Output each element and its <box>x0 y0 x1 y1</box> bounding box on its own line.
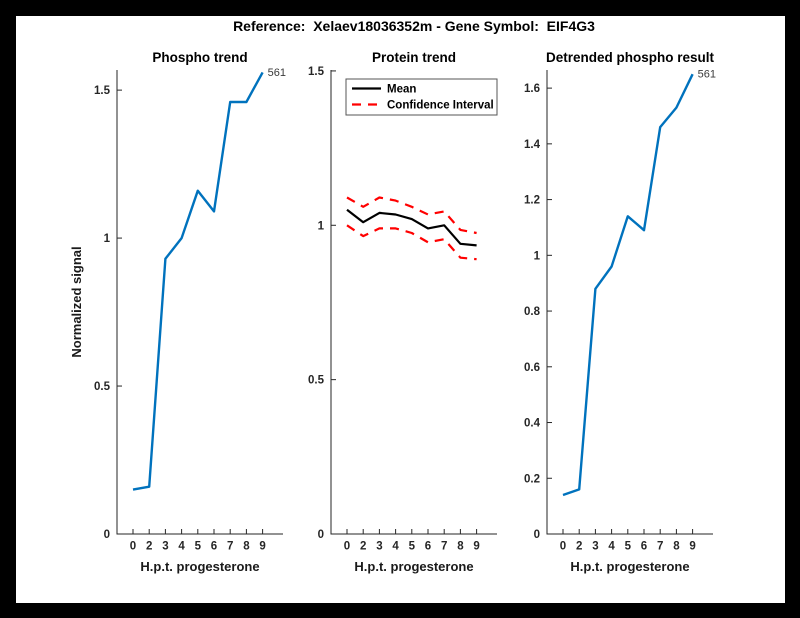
x-tick-label: 9 <box>689 541 695 553</box>
legend-label: Mean <box>387 84 416 96</box>
x-tick-label: 4 <box>392 541 399 553</box>
figure-title: Reference: Xelaev18036352m - Gene Symbol… <box>233 18 595 34</box>
y-tick-label: 0 <box>534 529 540 541</box>
subplot-3: Detrended phospho result 0 0.2 0.4 0.6 0.8 1 1.… <box>524 50 716 574</box>
x-tick-label: 2 <box>360 541 366 553</box>
y-tick-label: 0.5 <box>94 381 111 393</box>
x-tick-label: 5 <box>195 541 202 553</box>
series-line-ci-lower <box>346 224 477 261</box>
y-tick-label: 0.2 <box>524 473 540 485</box>
x-tick-label: 8 <box>243 541 250 553</box>
endpoint-label: 561 <box>698 69 716 81</box>
y-tick-label: 1.5 <box>94 85 111 97</box>
x-tick-label: 0 <box>560 541 566 553</box>
x-tick-label: 4 <box>178 541 185 553</box>
series-line-mean <box>346 208 477 247</box>
x-tick-label: 6 <box>425 541 431 553</box>
x-tick-label: 7 <box>441 541 447 553</box>
x-tick-label: 9 <box>259 541 265 553</box>
x-tick-label: 5 <box>409 541 416 553</box>
x-axis-label: H.p.t. progesterone <box>140 559 259 574</box>
x-tick-label: 0 <box>130 541 136 553</box>
x-tick-label: 6 <box>211 541 217 553</box>
series-line-detrended-phospho <box>562 73 694 497</box>
x-tick-label: 3 <box>376 541 382 553</box>
x-tick-label: 7 <box>227 541 233 553</box>
y-tick-label: 0.8 <box>524 306 541 318</box>
subplot-title: Phospho trend <box>152 50 247 65</box>
x-tick-label: 4 <box>608 541 615 553</box>
y-tick-label: 1.4 <box>524 139 541 151</box>
y-tick-label: 0.4 <box>524 418 541 430</box>
y-tick-label: 1.5 <box>308 66 325 78</box>
x-tick-label: 0 <box>344 541 350 553</box>
legend-box <box>345 78 498 116</box>
x-tick-label: 7 <box>657 541 663 553</box>
x-axis-label: H.p.t. progesterone <box>354 559 473 574</box>
y-axis-label: Normalized signal <box>69 246 84 357</box>
x-tick-label: 3 <box>162 541 168 553</box>
x-tick-label: 8 <box>673 541 680 553</box>
subplot-title: Protein trend <box>372 50 456 65</box>
legend-label: Confidence Interval <box>387 100 494 112</box>
y-tick-label: 0.6 <box>524 362 540 374</box>
y-tick-label: 1 <box>318 220 325 232</box>
x-tick-label: 3 <box>592 541 598 553</box>
endpoint-label: 561 <box>268 67 286 79</box>
subplot-title: Detrended phospho result <box>546 50 715 65</box>
y-tick-label: 1 <box>534 250 541 262</box>
series-line-phospho-signal <box>132 71 264 491</box>
series-line-ci-upper <box>346 196 477 235</box>
x-tick-label: 2 <box>146 541 152 553</box>
x-tick-label: 5 <box>625 541 632 553</box>
x-tick-label: 9 <box>473 541 479 553</box>
y-tick-label: 1.2 <box>524 195 540 207</box>
x-tick-label: 8 <box>457 541 464 553</box>
y-tick-label: 1.6 <box>524 83 540 95</box>
y-tick-label: 1 <box>104 233 111 245</box>
y-tick-label: 0.5 <box>308 375 325 387</box>
y-tick-label: 0 <box>318 529 324 541</box>
x-tick-label: 6 <box>641 541 647 553</box>
y-tick-label: 0 <box>104 529 110 541</box>
x-axis-label: H.p.t. progesterone <box>570 559 689 574</box>
x-tick-label: 2 <box>576 541 582 553</box>
